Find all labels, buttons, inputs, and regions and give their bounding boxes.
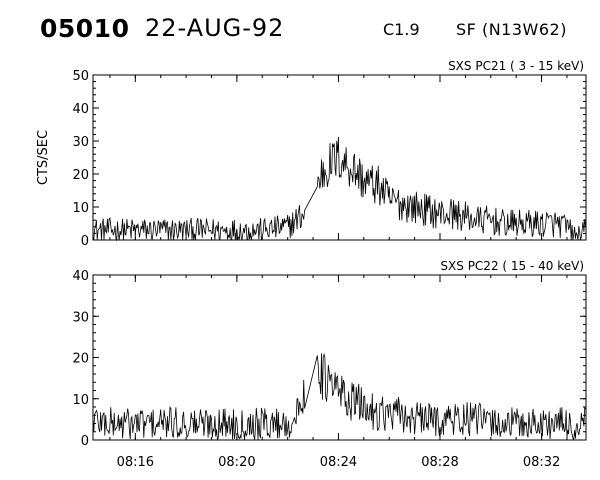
plot-frame-1 bbox=[92, 74, 587, 241]
flare-location: SF (N13W62) bbox=[456, 20, 567, 39]
y-tick-label: 10 bbox=[72, 393, 89, 408]
series-line-2 bbox=[92, 352, 586, 442]
event-id: 05010 bbox=[40, 14, 130, 43]
goes-class: C1.9 bbox=[383, 20, 420, 39]
y-tick-label: 10 bbox=[72, 201, 89, 216]
y-tick-label: 20 bbox=[72, 168, 89, 183]
y-tick-label: 30 bbox=[72, 135, 89, 150]
y-tick-label: 50 bbox=[72, 69, 89, 84]
y-tick-label: 20 bbox=[72, 352, 89, 367]
y-tick-label: 40 bbox=[72, 269, 89, 284]
series-line-1 bbox=[93, 136, 586, 242]
x-tick-label: 08:20 bbox=[218, 455, 255, 470]
y-axis-label: CTS/SEC bbox=[36, 130, 51, 185]
event-date: 22-AUG-92 bbox=[145, 14, 285, 42]
y-tick-label: 0 bbox=[81, 234, 89, 249]
panel-title-2: SXS PC22 ( 15 - 40 keV) bbox=[440, 259, 584, 273]
x-tick-label: 08:28 bbox=[421, 455, 458, 470]
y-tick-label: 40 bbox=[72, 102, 89, 117]
y-tick-label: 0 bbox=[81, 434, 89, 449]
x-tick-label: 08:24 bbox=[320, 455, 357, 470]
x-tick-label: 08:32 bbox=[523, 455, 560, 470]
x-tick-label: 08:16 bbox=[117, 455, 154, 470]
panel-title-1: SXS PC21 ( 3 - 15 keV) bbox=[448, 59, 584, 73]
y-tick-label: 30 bbox=[72, 310, 89, 325]
